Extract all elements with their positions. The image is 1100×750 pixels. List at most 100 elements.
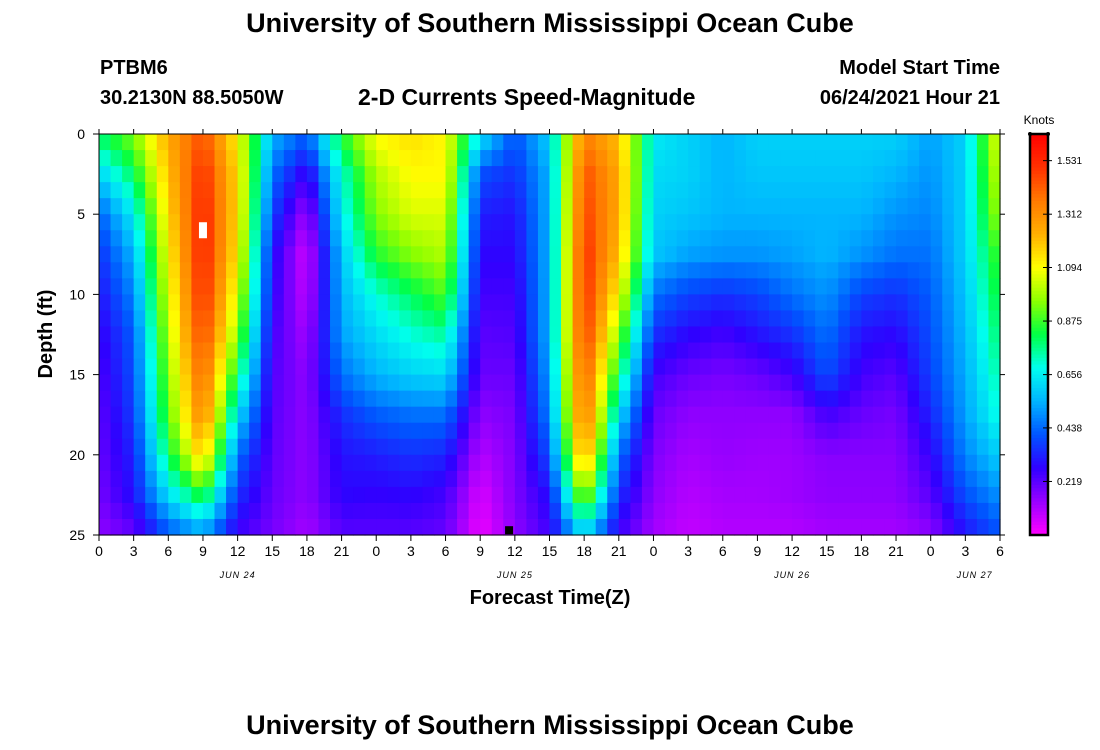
heatmap-cell [768,422,782,440]
heatmap-cell [110,406,123,424]
heatmap-cell [607,342,620,360]
heatmap-cell [226,150,239,167]
colorbar-swatch [1030,234,1048,239]
heatmap-cell [872,182,886,199]
heatmap-cell [757,230,770,247]
heatmap-cell [641,150,655,167]
heatmap-cell [618,342,631,360]
heatmap-cell [838,374,851,392]
colorbar-swatch [1030,271,1048,275]
heatmap-cell [330,342,343,360]
heatmap-cell [849,262,862,279]
heatmap-cell [202,438,216,456]
heatmap-cell [907,470,920,488]
heatmap-cell [826,134,839,151]
heatmap-cell [919,214,932,231]
heatmap-cell [699,358,712,376]
heatmap-cell [722,214,735,231]
heatmap-marker [505,526,514,535]
heatmap-cell [641,246,655,263]
colorbar-swatch [1030,277,1048,282]
heatmap-cell [792,358,805,376]
x-tick-label: 0 [372,543,380,559]
heatmap-cell [768,150,782,167]
heatmap-cell [780,470,793,488]
heatmap-cell [283,310,296,328]
heatmap-cell [561,134,574,151]
heatmap-cell [526,262,539,279]
heatmap-cell [526,374,539,392]
colorbar-swatch [1030,441,1048,446]
heatmap-cell [988,518,1001,536]
heatmap-cell [387,198,400,215]
heatmap-cell [930,390,943,408]
heatmap-cell [376,246,389,263]
heatmap-cell [942,454,955,472]
colorbar-swatch [1030,488,1048,493]
heatmap-cell [191,326,204,344]
heatmap-cell [745,422,759,440]
heatmap-cell [514,246,527,263]
heatmap-cell [283,278,296,295]
colorbar-swatch [1030,237,1048,242]
heatmap-cell [757,246,770,263]
heatmap-cell [618,358,631,376]
heatmap-cell [907,230,920,247]
heatmap-cell [514,214,527,231]
heatmap-cell [272,134,285,151]
heatmap-cell [768,214,782,231]
heatmap-cell [572,406,585,424]
heatmap-cell [688,358,701,376]
heatmap-cell [884,150,897,167]
heatmap-cell [722,230,735,247]
heatmap-cell [953,502,966,520]
heatmap-cell [745,182,759,199]
heatmap-cell [561,502,574,520]
heatmap-cell [191,390,204,408]
heatmap-cell [283,518,296,536]
heatmap-cell [965,230,978,247]
colorbar-swatch [1030,508,1048,513]
heatmap-cell [214,502,227,520]
heatmap-cell [249,406,262,424]
heatmap-cell [630,182,643,199]
heatmap-cell [353,406,366,424]
heatmap-cell [537,294,551,312]
heatmap-cell [965,422,978,440]
heatmap-cell [988,310,1001,328]
heatmap-cell [849,502,862,520]
heatmap-cell [226,278,239,295]
heatmap-cell [133,438,146,456]
colorbar-swatch [1030,411,1048,416]
heatmap-cell [768,166,782,183]
heatmap-cell [699,326,712,344]
heatmap-cell [688,278,701,295]
heatmap-cell [618,486,631,504]
heatmap-cell [260,166,273,183]
heatmap-cell [976,438,990,456]
heatmap-cell [561,438,574,456]
colorbar-swatch [1030,461,1048,466]
heatmap-cell [919,470,932,488]
heatmap-cell [768,518,782,536]
heatmap-cell [630,406,643,424]
heatmap-cell [549,390,562,408]
heatmap-cell [861,310,874,328]
heatmap-cell [907,246,920,263]
heatmap-cell [711,326,724,344]
heatmap-cell [410,278,424,295]
heatmap-cell [226,342,239,360]
heatmap-cell [792,390,805,408]
heatmap-cell [272,182,285,199]
heatmap-cell [491,390,504,408]
heatmap-cell [618,470,631,488]
heatmap-cell [734,390,747,408]
heatmap-cell [364,390,377,408]
heatmap-cell [387,518,400,536]
heatmap-cell [803,278,816,295]
heatmap-cell [988,214,1001,231]
heatmap-cell [341,326,354,344]
heatmap-cell [711,230,724,247]
heatmap-cell [457,134,470,151]
y-tick-label: 0 [77,126,85,142]
